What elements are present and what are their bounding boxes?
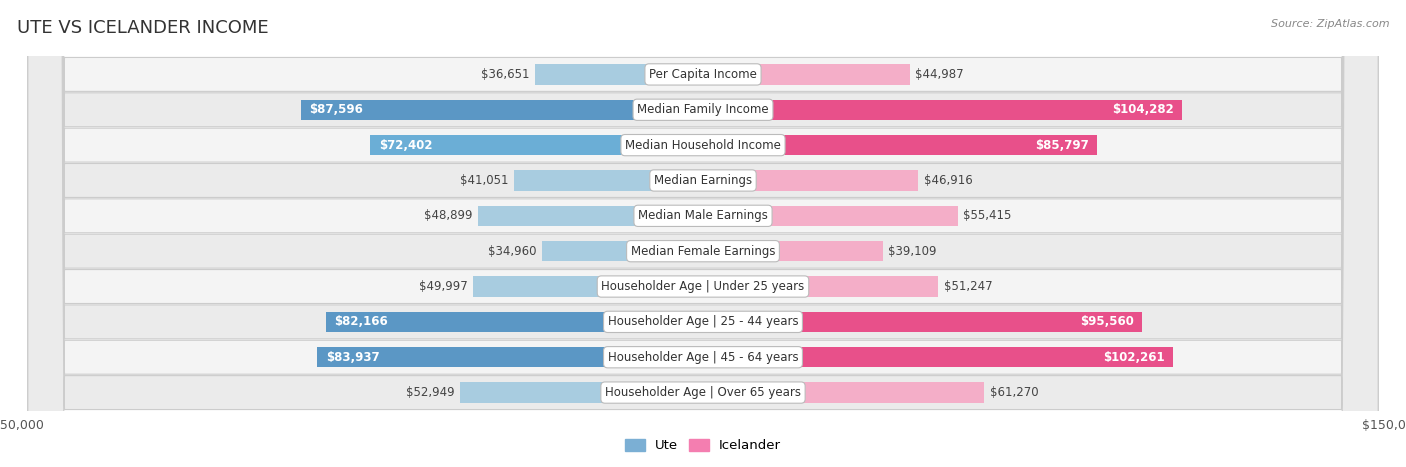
FancyBboxPatch shape [28,0,1378,467]
Bar [318,347,703,368]
Text: Householder Age | Over 65 years: Householder Age | Over 65 years [605,386,801,399]
Bar [703,135,1097,156]
Bar [326,311,703,332]
Text: Median Earnings: Median Earnings [654,174,752,187]
Text: $49,997: $49,997 [419,280,468,293]
Text: $87,596: $87,596 [309,103,363,116]
Bar [460,382,703,403]
Text: $72,402: $72,402 [378,139,432,152]
Text: $36,651: $36,651 [481,68,529,81]
Bar [703,99,1182,120]
Text: $51,247: $51,247 [943,280,993,293]
FancyBboxPatch shape [28,0,1378,467]
Text: $102,261: $102,261 [1102,351,1164,364]
Text: $44,987: $44,987 [915,68,963,81]
Text: Median Male Earnings: Median Male Earnings [638,209,768,222]
Bar [478,205,703,226]
Bar [515,170,703,191]
Text: $83,937: $83,937 [326,351,380,364]
Text: $61,270: $61,270 [990,386,1039,399]
Text: Median Female Earnings: Median Female Earnings [631,245,775,258]
FancyBboxPatch shape [28,0,1378,467]
FancyBboxPatch shape [28,0,1378,467]
FancyBboxPatch shape [28,0,1378,467]
Text: Per Capita Income: Per Capita Income [650,68,756,81]
Bar [703,205,957,226]
Text: Householder Age | 25 - 44 years: Householder Age | 25 - 44 years [607,315,799,328]
Text: $95,560: $95,560 [1080,315,1133,328]
Legend: Ute, Icelander: Ute, Icelander [620,434,786,458]
Bar [703,276,938,297]
Text: $85,797: $85,797 [1035,139,1088,152]
Text: Householder Age | Under 25 years: Householder Age | Under 25 years [602,280,804,293]
Bar [703,311,1142,332]
Bar [474,276,703,297]
FancyBboxPatch shape [28,0,1378,467]
FancyBboxPatch shape [28,0,1378,467]
Text: $82,166: $82,166 [333,315,388,328]
Text: $39,109: $39,109 [889,245,936,258]
Text: Source: ZipAtlas.com: Source: ZipAtlas.com [1271,19,1389,28]
Text: UTE VS ICELANDER INCOME: UTE VS ICELANDER INCOME [17,19,269,37]
Text: $48,899: $48,899 [425,209,472,222]
Text: Median Family Income: Median Family Income [637,103,769,116]
Text: Householder Age | 45 - 64 years: Householder Age | 45 - 64 years [607,351,799,364]
Text: $46,916: $46,916 [924,174,973,187]
Bar [370,135,703,156]
Text: $104,282: $104,282 [1112,103,1174,116]
Bar [301,99,703,120]
FancyBboxPatch shape [28,0,1378,467]
FancyBboxPatch shape [28,0,1378,467]
Bar [703,64,910,85]
Text: $41,051: $41,051 [460,174,509,187]
Bar [703,382,984,403]
Bar [703,347,1173,368]
Bar [543,241,703,262]
Text: $55,415: $55,415 [963,209,1011,222]
Bar [703,241,883,262]
Bar [703,170,918,191]
Bar [534,64,703,85]
FancyBboxPatch shape [28,0,1378,467]
Text: $52,949: $52,949 [406,386,454,399]
Text: Median Household Income: Median Household Income [626,139,780,152]
Text: $34,960: $34,960 [488,245,537,258]
